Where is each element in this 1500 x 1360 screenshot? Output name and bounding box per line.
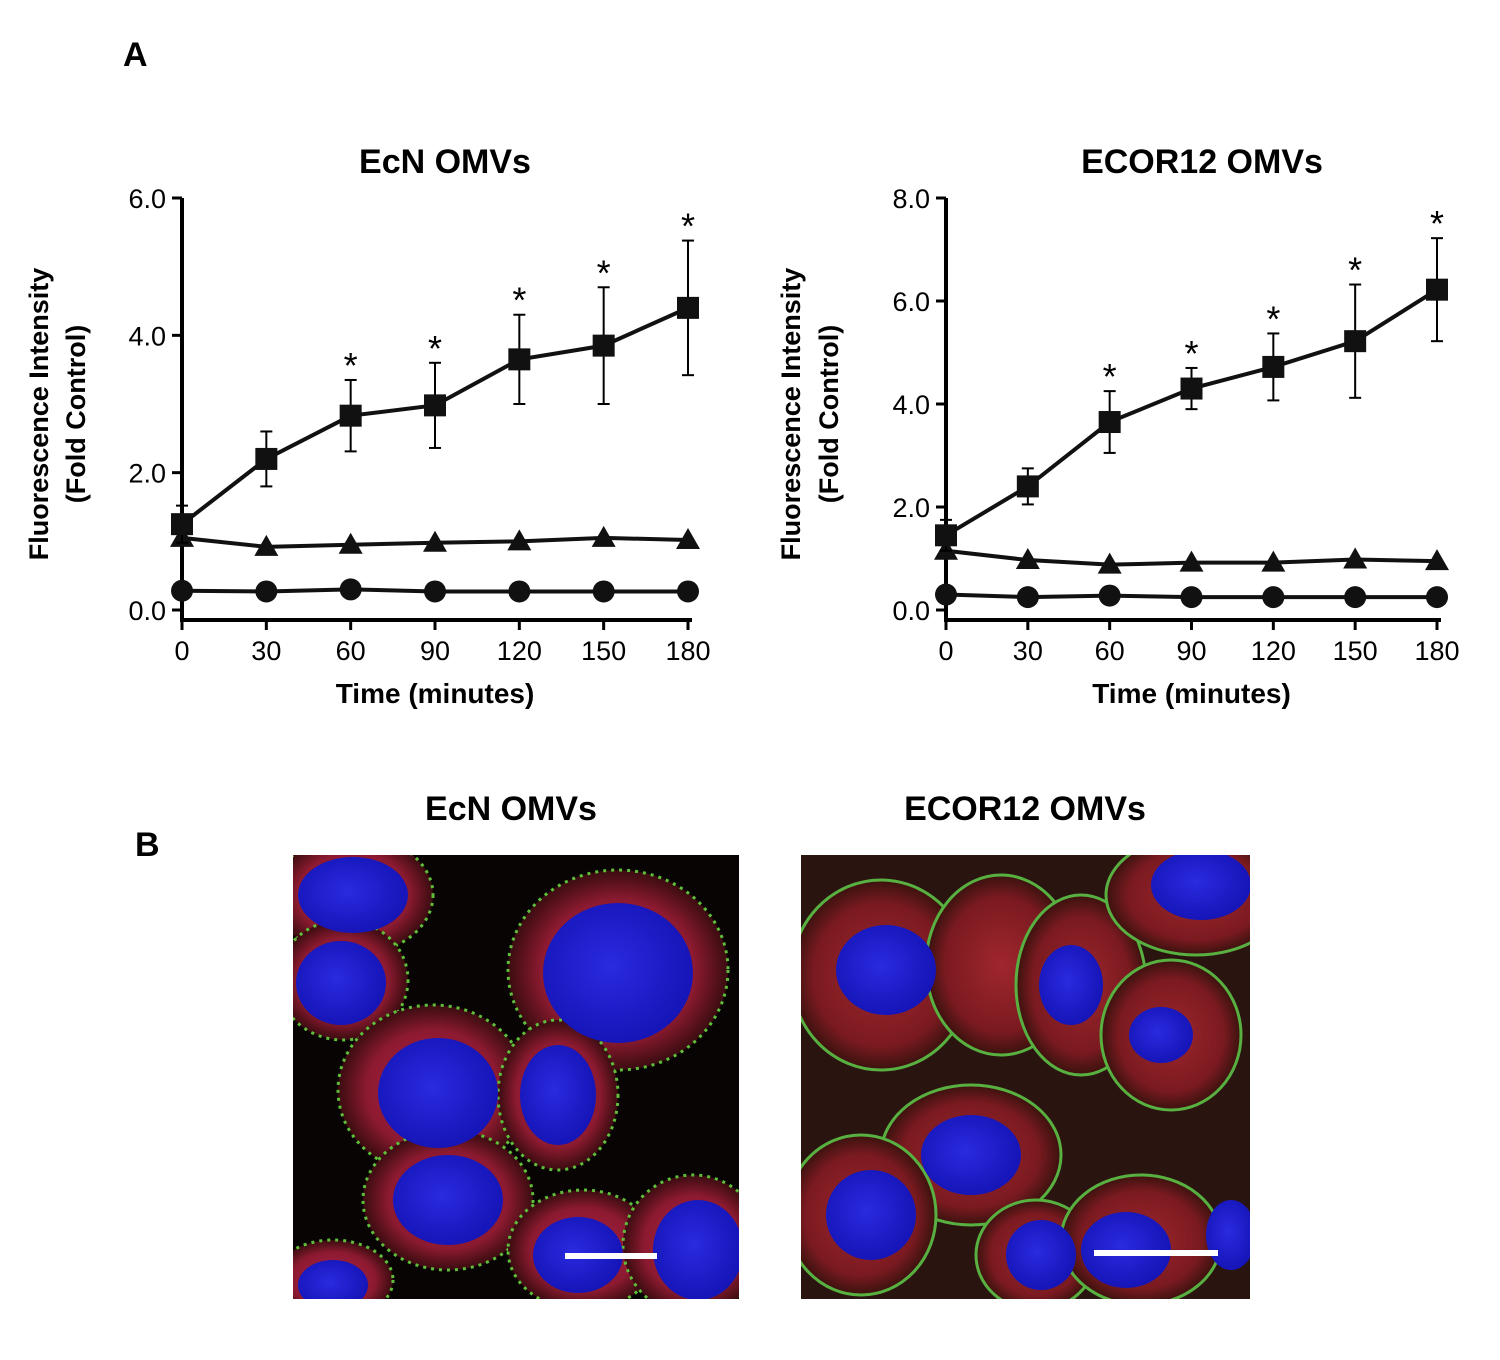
chart1-point-triangle bbox=[1097, 552, 1122, 574]
chart0-point-square bbox=[592, 334, 615, 357]
micrograph-ecor12-image bbox=[801, 855, 1250, 1299]
chart0-x-tick-label: 120 bbox=[497, 636, 542, 666]
chart0-point-circle bbox=[592, 580, 615, 603]
chart0-point-triangle bbox=[507, 529, 532, 551]
chart1-y-tick-label: 4.0 bbox=[892, 390, 930, 420]
chart0-point-triangle bbox=[676, 527, 700, 549]
chart0-point-square bbox=[677, 296, 699, 319]
chart1-point-circle bbox=[1016, 586, 1039, 609]
chart1-significance-mark: * bbox=[1103, 356, 1117, 397]
chart0-point-square bbox=[508, 348, 531, 371]
chart1-significance-mark: * bbox=[1430, 203, 1444, 244]
micrograph-ecn-image bbox=[293, 855, 739, 1299]
chart1-point-circle bbox=[1344, 586, 1367, 609]
chart1-point-triangle bbox=[1261, 550, 1286, 572]
chart1-point-square bbox=[1344, 330, 1367, 353]
chart0-significance-mark: * bbox=[428, 328, 442, 369]
scale-bar bbox=[565, 1253, 657, 1259]
chart-ecn-omvs: EcN OMVs 0.0 2.0 4.0 6.0 0 30 60 90 120 150 180 Time… bbox=[24, 143, 1460, 709]
chart1-point-circle bbox=[1098, 584, 1121, 607]
chart0-x-tick-label: 60 bbox=[336, 636, 366, 666]
chart0-point-triangle bbox=[338, 532, 363, 554]
chart0-x-tick-label: 150 bbox=[581, 636, 626, 666]
chart1-y-tick-label: 6.0 bbox=[892, 287, 930, 317]
panel-b-label: B bbox=[135, 826, 160, 864]
chart1-point-square bbox=[1262, 355, 1285, 378]
chart0-x-tick-label: 0 bbox=[174, 636, 189, 666]
micrograph-ecn bbox=[293, 855, 739, 1299]
chart1-significance-mark: * bbox=[1348, 250, 1362, 291]
panel-a-label: A bbox=[123, 36, 148, 74]
chart0-point-circle bbox=[171, 579, 193, 602]
chart0-point-square bbox=[339, 404, 362, 427]
chart0-title: EcN OMVs bbox=[359, 143, 531, 181]
chart1-point-square bbox=[935, 524, 957, 547]
chart0-point-circle bbox=[255, 580, 278, 603]
chart0-y-tick-label: 0.0 bbox=[128, 596, 166, 626]
chart0-point-circle bbox=[677, 580, 699, 603]
chart0-point-circle bbox=[339, 578, 362, 601]
chart0-point-circle bbox=[508, 580, 531, 603]
chart1-significance-mark: * bbox=[1184, 333, 1198, 374]
chart1-y-label: Fluorescence Intensity bbox=[776, 268, 806, 561]
micrograph-ecor12 bbox=[801, 855, 1250, 1299]
chart1-point-triangle bbox=[1343, 547, 1368, 569]
chart0-point-circle bbox=[424, 580, 446, 603]
chart0-y-tick-label: 4.0 bbox=[128, 321, 166, 351]
chart0-x-tick-label: 30 bbox=[251, 636, 281, 666]
chart1-point-square bbox=[1180, 377, 1203, 400]
chart0-y-label: (Fold Control) bbox=[61, 325, 91, 503]
chart1-x-tick-label: 180 bbox=[1414, 636, 1459, 666]
chart1-point-square bbox=[1016, 475, 1039, 498]
chart0-significance-mark: * bbox=[597, 252, 611, 293]
chart0-significance-mark: * bbox=[681, 206, 695, 247]
chart1-series-line-square bbox=[944, 287, 1439, 538]
chart1-y-label: (Fold Control) bbox=[814, 325, 844, 503]
chart1-x-tick-label: 120 bbox=[1251, 636, 1296, 666]
chart0-point-square bbox=[255, 447, 278, 470]
chart0-x-tick-label: 180 bbox=[665, 636, 710, 666]
chart1-point-triangle bbox=[1425, 549, 1449, 571]
chart1-x-tick-label: 90 bbox=[1176, 636, 1206, 666]
chart1-point-circle bbox=[1426, 586, 1448, 609]
chart0-significance-mark: * bbox=[344, 345, 358, 386]
chart1-x-label: Time (minutes) bbox=[1092, 678, 1291, 709]
chart1-point-triangle bbox=[1179, 550, 1204, 572]
chart0-point-triangle bbox=[591, 525, 616, 547]
chart1-point-square bbox=[1426, 278, 1448, 301]
chart0-point-triangle bbox=[423, 530, 447, 552]
chart1-x-tick-label: 150 bbox=[1333, 636, 1378, 666]
chart1-y-tick-label: 2.0 bbox=[892, 493, 930, 523]
chart0-x-label: Time (minutes) bbox=[336, 678, 535, 709]
chart1-y-tick-label: 0.0 bbox=[892, 596, 930, 626]
chart0-point-square bbox=[171, 513, 193, 536]
chart0-y-label: Fluorescence Intensity bbox=[24, 268, 54, 561]
chart0-point-triangle bbox=[254, 534, 279, 556]
chart0-x-tick-label: 90 bbox=[420, 636, 450, 666]
chart0-y-tick-label: 2.0 bbox=[128, 459, 166, 489]
scale-bar bbox=[1094, 1250, 1218, 1256]
chart1-point-square bbox=[1098, 411, 1121, 434]
chart1-point-circle bbox=[935, 583, 957, 606]
micrograph-title-ecor12: ECOR12 OMVs bbox=[904, 790, 1146, 828]
chart1-significance-mark: * bbox=[1266, 298, 1280, 339]
chart0-y-tick-label: 6.0 bbox=[128, 184, 166, 214]
chart1-point-triangle bbox=[1015, 548, 1040, 570]
chart0-point-square bbox=[424, 394, 446, 417]
chart1-title: ECOR12 OMVs bbox=[1081, 143, 1323, 181]
chart1-x-tick-label: 30 bbox=[1013, 636, 1043, 666]
chart1-point-circle bbox=[1180, 586, 1203, 609]
chart0-significance-mark: * bbox=[512, 280, 526, 321]
chart1-x-tick-label: 0 bbox=[938, 636, 953, 666]
micrograph-title-ecn: EcN OMVs bbox=[425, 790, 597, 828]
chart1-x-tick-label: 60 bbox=[1095, 636, 1125, 666]
chart1-point-circle bbox=[1262, 586, 1285, 609]
chart1-y-tick-label: 8.0 bbox=[892, 184, 930, 214]
